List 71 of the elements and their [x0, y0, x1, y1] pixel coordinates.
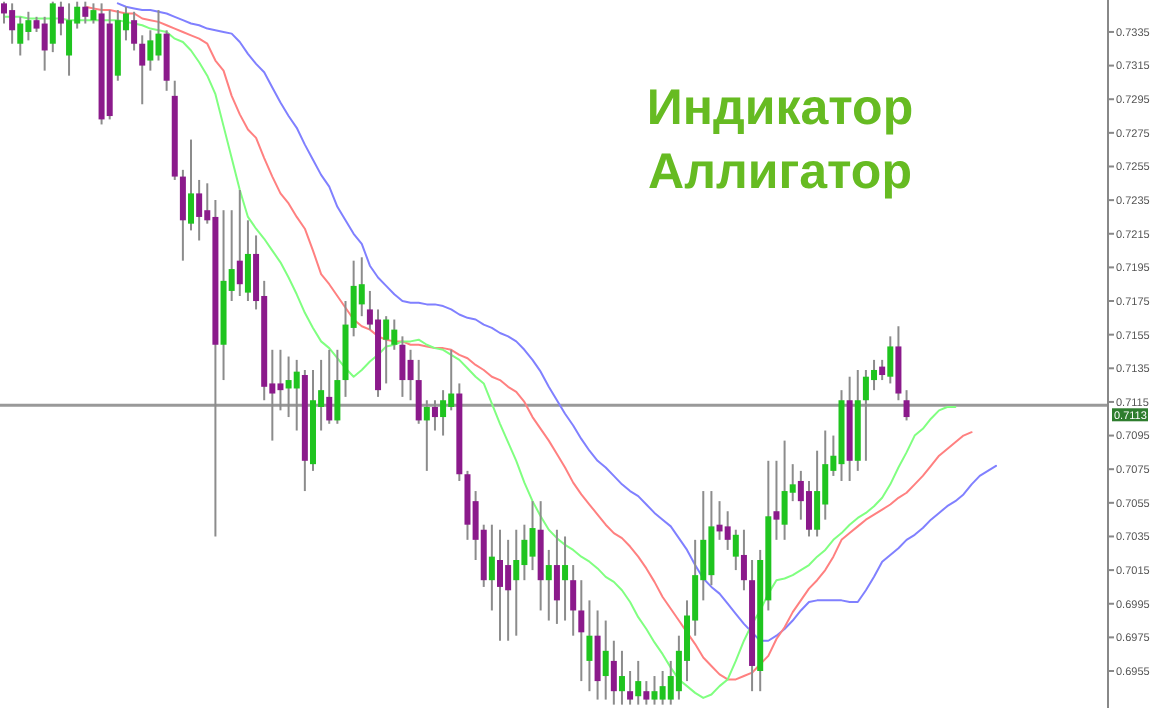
candlestick	[651, 675, 658, 706]
candlestick	[293, 358, 300, 432]
candlestick	[57, 0, 64, 37]
candlestick	[716, 500, 723, 541]
candlestick	[505, 538, 512, 642]
candlestick	[553, 528, 560, 625]
candlestick	[196, 178, 203, 242]
candlestick	[163, 29, 170, 92]
candlestick	[659, 670, 666, 706]
candlestick	[618, 649, 625, 706]
candlestick	[635, 659, 642, 706]
candlestick	[594, 609, 601, 701]
candlestick	[82, 0, 89, 25]
candlestick	[1, 0, 7, 25]
candlestick	[131, 10, 138, 52]
candlestick	[41, 15, 48, 72]
candlestick	[814, 449, 821, 538]
candlestick	[570, 564, 577, 637]
candlestick	[488, 523, 495, 612]
candlestick	[66, 2, 73, 77]
candlestick	[49, 0, 56, 54]
candlestick	[407, 348, 414, 402]
candlestick	[326, 348, 333, 425]
candlestick	[399, 335, 406, 398]
candlestick	[415, 358, 422, 425]
candlestick	[895, 325, 902, 402]
candlestick	[25, 10, 32, 42]
candlestick	[497, 528, 503, 642]
candlestick	[9, 2, 16, 45]
candlestick	[440, 389, 447, 437]
candlestick	[879, 358, 886, 382]
candlestick	[521, 523, 528, 582]
candlestick	[773, 459, 780, 541]
candlestick	[17, 15, 24, 57]
candlestick	[586, 599, 593, 693]
candlestick	[285, 355, 292, 419]
candlestick	[188, 138, 195, 232]
candlestick	[179, 168, 186, 262]
candlestick	[578, 579, 585, 683]
candlestick	[423, 399, 430, 472]
candlestick	[431, 399, 438, 432]
candlestick	[545, 548, 552, 622]
candlestick	[155, 9, 162, 62]
candlestick	[627, 670, 634, 706]
candlestick	[513, 528, 520, 637]
candlestick	[90, 2, 97, 25]
candlestick	[244, 219, 251, 303]
candlestick	[887, 335, 894, 385]
candlestick	[602, 619, 609, 701]
candlestick	[740, 528, 747, 592]
candlestick	[277, 348, 284, 412]
candlestick	[643, 680, 650, 706]
candlestick	[903, 389, 910, 422]
candlestick	[732, 528, 739, 572]
candlestick	[236, 189, 243, 297]
candlestick	[781, 439, 788, 541]
candlestick	[391, 318, 398, 351]
candlestick	[667, 659, 674, 706]
text: Индикатор Аллигатор	[646, 80, 914, 200]
candlestick	[724, 510, 731, 551]
candlestick	[383, 315, 390, 385]
candlestick	[448, 348, 455, 412]
candlestick	[805, 479, 812, 538]
candlestick	[610, 639, 617, 706]
candlestick	[147, 29, 154, 72]
candlestick	[139, 34, 146, 106]
candlestick	[562, 535, 569, 622]
candlestick	[529, 500, 536, 572]
candlestick	[871, 358, 878, 392]
candlestick	[334, 348, 341, 425]
candlestick	[862, 368, 869, 462]
